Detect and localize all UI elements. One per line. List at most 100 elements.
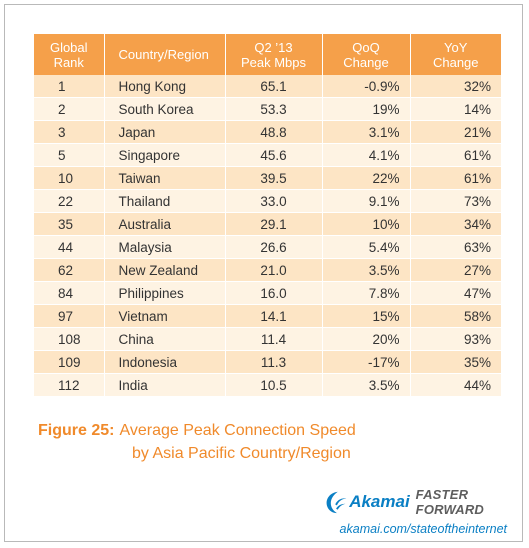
cell-country: China bbox=[104, 327, 226, 351]
cell-qoq-change: 3.5% bbox=[322, 373, 411, 397]
table-row: 108 China 11.4 20% 93% bbox=[34, 327, 501, 351]
cell-yoy-change: 27% bbox=[410, 258, 501, 282]
cell-yoy-change: 61% bbox=[410, 143, 501, 167]
akamai-wave-icon bbox=[326, 491, 347, 514]
akamai-brand-name: Akamai bbox=[349, 492, 410, 511]
cell-qoq-change: 5.4% bbox=[322, 235, 411, 259]
cell-yoy-change: 63% bbox=[410, 235, 501, 259]
header-yoy-change: YoY Change bbox=[410, 34, 501, 75]
caption-line-1: Average Peak Connection Speed bbox=[119, 422, 356, 439]
cell-rank: 62 bbox=[34, 258, 105, 282]
cell-peak-mbps: 48.8 bbox=[225, 120, 323, 144]
cell-yoy-change: 58% bbox=[410, 304, 501, 328]
cell-peak-mbps: 11.4 bbox=[225, 327, 323, 351]
cell-peak-mbps: 11.3 bbox=[225, 350, 323, 374]
cell-country: Singapore bbox=[104, 143, 226, 167]
cell-peak-mbps: 45.6 bbox=[225, 143, 323, 167]
cell-peak-mbps: 39.5 bbox=[225, 166, 323, 190]
cell-country: Japan bbox=[104, 120, 226, 144]
cell-rank: 22 bbox=[34, 189, 105, 213]
cell-peak-mbps: 10.5 bbox=[225, 373, 323, 397]
table-row: 5 Singapore 45.6 4.1% 61% bbox=[34, 143, 501, 167]
cell-peak-mbps: 14.1 bbox=[225, 304, 323, 328]
cell-rank: 3 bbox=[34, 120, 105, 144]
table-row: 112 India 10.5 3.5% 44% bbox=[34, 373, 501, 397]
header-qoq-change: QoQ Change bbox=[322, 34, 411, 75]
cell-yoy-change: 32% bbox=[410, 75, 501, 98]
cell-yoy-change: 21% bbox=[410, 120, 501, 144]
cell-rank: 5 bbox=[34, 143, 105, 167]
cell-yoy-change: 93% bbox=[410, 327, 501, 351]
cell-yoy-change: 34% bbox=[410, 212, 501, 236]
state-of-internet-link[interactable]: akamai.com/stateoftheinternet bbox=[339, 522, 507, 536]
cell-rank: 97 bbox=[34, 304, 105, 328]
cell-country: Vietnam bbox=[104, 304, 226, 328]
cell-country: Australia bbox=[104, 212, 226, 236]
header-country-region: Country/Region bbox=[104, 34, 226, 75]
table-row: 109 Indonesia 11.3 -17% 35% bbox=[34, 350, 501, 374]
cell-country: India bbox=[104, 373, 226, 397]
cell-country: Hong Kong bbox=[104, 75, 226, 98]
cell-yoy-change: 14% bbox=[410, 97, 501, 121]
cell-qoq-change: 3.5% bbox=[322, 258, 411, 282]
cell-country: Philippines bbox=[104, 281, 226, 305]
akamai-logo: Akamai FASTER FORWARD bbox=[325, 487, 522, 517]
table-row: 1 Hong Kong 65.1 -0.9% 32% bbox=[34, 75, 501, 98]
cell-rank: 1 bbox=[34, 75, 105, 98]
cell-peak-mbps: 26.6 bbox=[225, 235, 323, 259]
cell-qoq-change: 4.1% bbox=[322, 143, 411, 167]
cell-country: Thailand bbox=[104, 189, 226, 213]
figure-label: Figure 25: bbox=[38, 422, 115, 439]
faster-forward-tagline: FASTER FORWARD bbox=[415, 487, 484, 517]
cell-qoq-change: 10% bbox=[322, 212, 411, 236]
header-global-rank: Global Rank bbox=[34, 34, 105, 75]
table-header-row: Global Rank Country/Region Q2 ’13 Peak Mbp… bbox=[34, 34, 501, 75]
cell-rank: 84 bbox=[34, 281, 105, 305]
cell-rank: 2 bbox=[34, 97, 105, 121]
cell-country: South Korea bbox=[104, 97, 226, 121]
cell-rank: 35 bbox=[34, 212, 105, 236]
cell-country: Indonesia bbox=[104, 350, 226, 374]
cell-peak-mbps: 16.0 bbox=[225, 281, 323, 305]
caption-line-2: by Asia Pacific Country/Region bbox=[132, 445, 351, 462]
table-body: 1 Hong Kong 65.1 -0.9% 32% 2 South Korea 53.3 19… bbox=[34, 75, 501, 397]
cell-peak-mbps: 29.1 bbox=[225, 212, 323, 236]
cell-peak-mbps: 53.3 bbox=[225, 97, 323, 121]
cell-peak-mbps: 33.0 bbox=[225, 189, 323, 213]
cell-country: New Zealand bbox=[104, 258, 226, 282]
cell-qoq-change: 7.8% bbox=[322, 281, 411, 305]
table-row: 44 Malaysia 26.6 5.4% 63% bbox=[34, 235, 501, 259]
table-row: 35 Australia 29.1 10% 34% bbox=[34, 212, 501, 236]
table-row: 62 New Zealand 21.0 3.5% 27% bbox=[34, 258, 501, 282]
cell-rank: 44 bbox=[34, 235, 105, 259]
cell-qoq-change: 3.1% bbox=[322, 120, 411, 144]
table-row: 97 Vietnam 14.1 15% 58% bbox=[34, 304, 501, 328]
figure-caption: Figure 25: Average Peak Connection Speed … bbox=[38, 419, 356, 465]
cell-rank: 10 bbox=[34, 166, 105, 190]
cell-rank: 112 bbox=[34, 373, 105, 397]
table-row: 22 Thailand 33.0 9.1% 73% bbox=[34, 189, 501, 213]
table-row: 84 Philippines 16.0 7.8% 47% bbox=[34, 281, 501, 305]
cell-qoq-change: 15% bbox=[322, 304, 411, 328]
cell-peak-mbps: 65.1 bbox=[225, 75, 323, 98]
cell-qoq-change: 22% bbox=[322, 166, 411, 190]
cell-yoy-change: 47% bbox=[410, 281, 501, 305]
peak-speed-table: Global Rank Country/Region Q2 ’13 Peak Mbp… bbox=[34, 34, 501, 397]
cell-peak-mbps: 21.0 bbox=[225, 258, 323, 282]
cell-country: Taiwan bbox=[104, 166, 226, 190]
figure-frame: Global Rank Country/Region Q2 ’13 Peak Mbp… bbox=[4, 4, 523, 542]
cell-yoy-change: 61% bbox=[410, 166, 501, 190]
cell-country: Malaysia bbox=[104, 235, 226, 259]
table-row: 2 South Korea 53.3 19% 14% bbox=[34, 97, 501, 121]
cell-rank: 108 bbox=[34, 327, 105, 351]
cell-rank: 109 bbox=[34, 350, 105, 374]
table-row: 10 Taiwan 39.5 22% 61% bbox=[34, 166, 501, 190]
cell-yoy-change: 35% bbox=[410, 350, 501, 374]
cell-yoy-change: 44% bbox=[410, 373, 501, 397]
table-row: 3 Japan 48.8 3.1% 21% bbox=[34, 120, 501, 144]
cell-qoq-change: -0.9% bbox=[322, 75, 411, 98]
cell-yoy-change: 73% bbox=[410, 189, 501, 213]
cell-qoq-change: 20% bbox=[322, 327, 411, 351]
cell-qoq-change: 19% bbox=[322, 97, 411, 121]
cell-qoq-change: -17% bbox=[322, 350, 411, 374]
